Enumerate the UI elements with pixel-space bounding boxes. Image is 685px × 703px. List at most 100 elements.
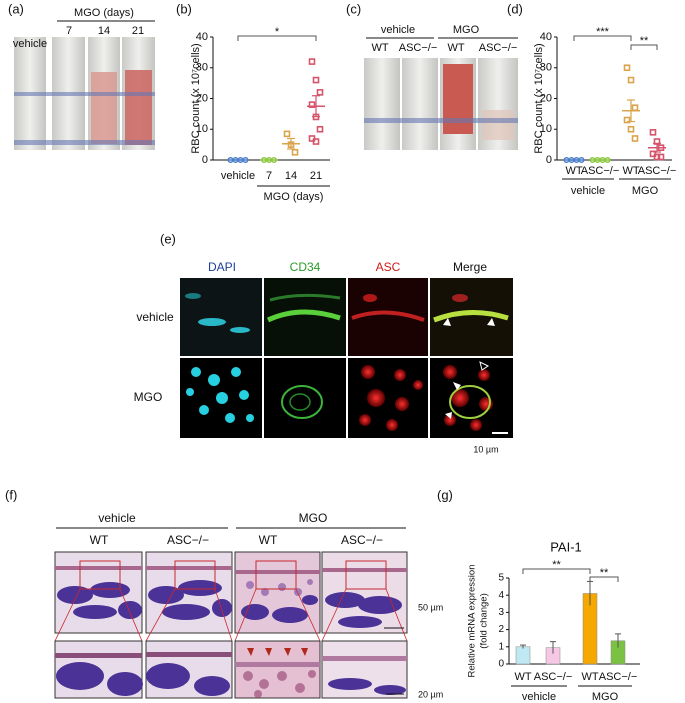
panel-letter: (c) xyxy=(346,1,361,16)
group-label: MGO xyxy=(453,24,480,36)
scale-label: 20 µm xyxy=(418,689,443,699)
column-label: 21 xyxy=(132,25,144,37)
column-label: ASC xyxy=(376,260,401,274)
data-point xyxy=(623,64,631,72)
significance-bracket xyxy=(522,568,591,574)
data-point xyxy=(316,89,324,96)
y-tick-label: 4 xyxy=(498,590,504,601)
y-tick-label: 20 xyxy=(196,92,208,104)
column-label: Merge xyxy=(453,260,487,274)
data-point xyxy=(631,135,639,142)
y-axis-label: (fold change) xyxy=(479,593,490,648)
y-tick-label: 30 xyxy=(540,62,552,74)
column-label: DAPI xyxy=(208,260,236,274)
photo-panel-c xyxy=(364,58,518,150)
column-label: CD34 xyxy=(290,260,321,274)
x-tick-label: ASC−/− xyxy=(534,671,573,683)
panel-letter: (e) xyxy=(160,231,176,246)
y-tick-label: 10 xyxy=(196,123,208,135)
column-label: ASC−/− xyxy=(399,42,438,54)
group-label: vehicle xyxy=(381,24,415,36)
y-tick-label: 40 xyxy=(540,31,552,43)
y-tick-label: 5 xyxy=(498,573,504,584)
column-label: ASC−/− xyxy=(167,533,209,547)
panel-letter: (g) xyxy=(437,487,453,502)
data-point xyxy=(312,138,320,145)
scale-label: 50 µm xyxy=(418,602,443,612)
data-point xyxy=(631,104,639,112)
significance-bracket xyxy=(589,576,619,582)
data-point xyxy=(649,129,657,136)
x-tick-label: WT xyxy=(514,671,531,683)
significance-label: * xyxy=(275,26,280,38)
column-label: 14 xyxy=(98,25,110,37)
scale-label: 10 µm xyxy=(473,444,498,454)
column-label: WT xyxy=(90,533,109,547)
column-label: vehicle xyxy=(13,38,47,50)
column-label: 7 xyxy=(66,25,72,37)
column-label: ASC−/− xyxy=(479,42,518,54)
y-tick-label: 3 xyxy=(498,607,504,618)
group-label: MGO (days) xyxy=(74,7,134,19)
panel-letter: (f) xyxy=(5,487,17,502)
y-tick-label: 2 xyxy=(498,624,504,635)
panel-letter: (b) xyxy=(176,1,192,16)
group-label: vehicle xyxy=(522,691,556,703)
x-tick-label: vehicle xyxy=(221,170,255,182)
data-point xyxy=(291,149,299,156)
micrographs xyxy=(180,278,513,438)
row-label: vehicle xyxy=(136,310,174,324)
significance-label: *** xyxy=(596,26,610,38)
y-axis-label: RBC count (x 10⁷cells) xyxy=(533,43,545,153)
data-point xyxy=(312,76,320,84)
x-tick-label: 21 xyxy=(310,170,322,182)
x-tick-label: ASC−/− xyxy=(581,165,620,177)
y-tick-label: 1 xyxy=(498,641,504,652)
x-tick-label: 14 xyxy=(285,170,297,182)
data-point xyxy=(653,153,661,161)
significance-bracket xyxy=(630,44,658,50)
group-label: MGO xyxy=(592,691,619,703)
significance-bracket xyxy=(237,35,317,41)
group-label: vehicle xyxy=(98,511,136,525)
y-tick-label: 10 xyxy=(540,123,552,135)
x-tick-label: ASC−/− xyxy=(599,671,638,683)
panel-letter: (a) xyxy=(8,1,24,16)
data-point xyxy=(623,116,631,124)
group-label: vehicle xyxy=(571,185,605,197)
column-label: WT xyxy=(371,42,388,54)
y-tick-label: 30 xyxy=(196,62,208,74)
chart-title: PAI-1 xyxy=(550,539,582,554)
column-label: WT xyxy=(259,533,278,547)
y-tick-label: 0 xyxy=(202,154,208,166)
data-point xyxy=(316,125,324,133)
x-tick-label: 7 xyxy=(266,170,272,182)
histology xyxy=(54,551,408,699)
bar xyxy=(515,646,531,665)
significance-bracket xyxy=(573,35,632,41)
y-tick-label: 20 xyxy=(540,92,552,104)
y-axis-label: Relative mRNA expression xyxy=(467,565,478,678)
y-tick-label: 0 xyxy=(546,154,552,166)
row-label: MGO xyxy=(134,390,163,404)
data-point xyxy=(657,153,665,161)
column-label: WT xyxy=(447,42,464,54)
x-tick-label: WT xyxy=(581,671,598,683)
y-axis-label: RBC count (x 10⁷cells) xyxy=(190,43,202,153)
x-tick-label: WT xyxy=(622,165,639,177)
photo-panel-a xyxy=(14,37,155,150)
data-point xyxy=(308,101,316,108)
data-point xyxy=(283,130,291,138)
data-point xyxy=(627,125,635,133)
significance-label: ** xyxy=(552,559,561,571)
panel-letter: (d) xyxy=(507,1,523,16)
x-tick-label: ASC−/− xyxy=(638,165,677,177)
y-tick-label: 0 xyxy=(498,659,504,670)
group-label: MGO xyxy=(299,511,328,525)
data-point xyxy=(308,58,316,65)
data-point xyxy=(627,76,635,84)
x-tick-label: WT xyxy=(565,165,582,177)
y-tick-label: 40 xyxy=(196,31,208,43)
significance-label: ** xyxy=(600,567,609,579)
